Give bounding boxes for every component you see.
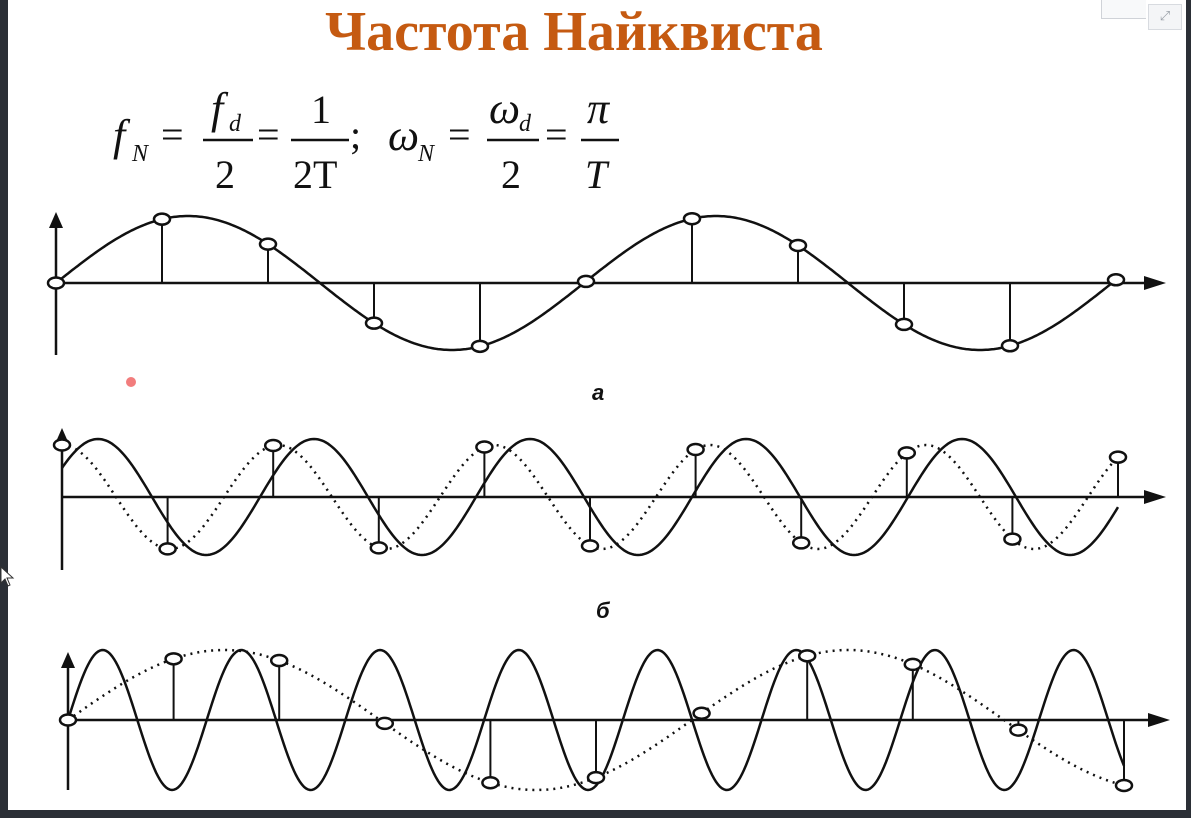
panel-b — [52, 428, 1166, 570]
sample-point — [46, 276, 66, 290]
formula-omega-d-sub: d — [519, 111, 532, 137]
formula-fd-sub: d — [229, 111, 242, 137]
sample-point — [576, 274, 596, 289]
sample-point — [897, 446, 917, 460]
sample-point — [692, 706, 711, 720]
formula-pi: π — [587, 84, 611, 133]
sample-point — [158, 542, 177, 556]
sampling-diagram: а б — [46, 211, 1170, 793]
formula-omega-sub: N — [417, 141, 436, 167]
sample-point — [481, 775, 500, 790]
expand-icon[interactable]: ⤢ — [1148, 4, 1182, 30]
panel-label-a: а — [592, 380, 604, 405]
formula-fd: f — [211, 84, 229, 133]
laser-pointer-dot — [126, 377, 136, 387]
y-axis-arrow-icon — [49, 212, 63, 228]
nyquist-formula: f N = f d 2 = 1 2T ; ω N = ω d 2 = π — [113, 84, 619, 197]
formula-num-1: 1 — [311, 87, 331, 132]
window-corner-tab — [1101, 0, 1146, 19]
sample-point — [686, 442, 705, 457]
formula-den-2b: 2 — [501, 152, 521, 197]
sample-point — [1009, 723, 1028, 737]
slide-title: Частота Найквиста — [325, 1, 823, 63]
sample-point — [375, 716, 395, 731]
formula-f-sub: N — [131, 141, 150, 167]
panel-label-b: б — [596, 598, 611, 623]
panel-a — [46, 211, 1166, 355]
sample-point — [258, 237, 278, 251]
sample-point — [903, 657, 923, 672]
formula-eq2: = — [257, 112, 280, 157]
sample-point — [1000, 339, 1020, 353]
sample-point — [52, 438, 72, 452]
sample-point — [1108, 450, 1128, 464]
formula-semicolon: ; — [350, 112, 361, 157]
x-axis-arrow-icon — [1148, 713, 1170, 727]
sample-point — [791, 536, 811, 550]
sample-point — [1114, 778, 1134, 793]
slide: Частота Найквиста f N = f d 2 = 1 2T ; ω… — [8, 0, 1186, 810]
signal-curve — [66, 648, 1126, 792]
formula-eq3: = — [448, 112, 471, 157]
sample-point — [152, 212, 172, 226]
sample-point — [580, 539, 600, 553]
sample-point — [58, 713, 78, 727]
sample-point — [364, 316, 384, 330]
sample-point — [369, 541, 389, 555]
x-axis-arrow-icon — [1144, 490, 1166, 504]
mouse-cursor-icon — [0, 566, 15, 587]
sample-point — [586, 770, 606, 785]
sample-point — [1106, 273, 1126, 287]
x-axis-arrow-icon — [1144, 276, 1166, 290]
formula-f: f — [113, 111, 131, 160]
formula-omega-d: ω — [489, 84, 520, 133]
formula-den-T: T — [585, 152, 610, 197]
sample-point — [269, 653, 289, 668]
sample-point — [894, 317, 914, 332]
y-axis-arrow-icon — [61, 652, 75, 668]
formula-eq1: = — [161, 112, 184, 157]
panel-c — [58, 648, 1170, 793]
formula-eq4: = — [545, 112, 568, 157]
sample-point — [475, 440, 494, 454]
sample-point — [164, 652, 183, 666]
formula-den-2a: 2 — [215, 152, 235, 197]
sample-point — [788, 238, 808, 253]
sample-point — [263, 438, 283, 453]
formula-den-2T: 2T — [293, 152, 337, 197]
formula-omega: ω — [388, 111, 419, 160]
sample-point — [797, 649, 817, 663]
sample-point — [682, 211, 702, 226]
sample-point — [470, 339, 490, 354]
sample-point — [1003, 532, 1022, 546]
